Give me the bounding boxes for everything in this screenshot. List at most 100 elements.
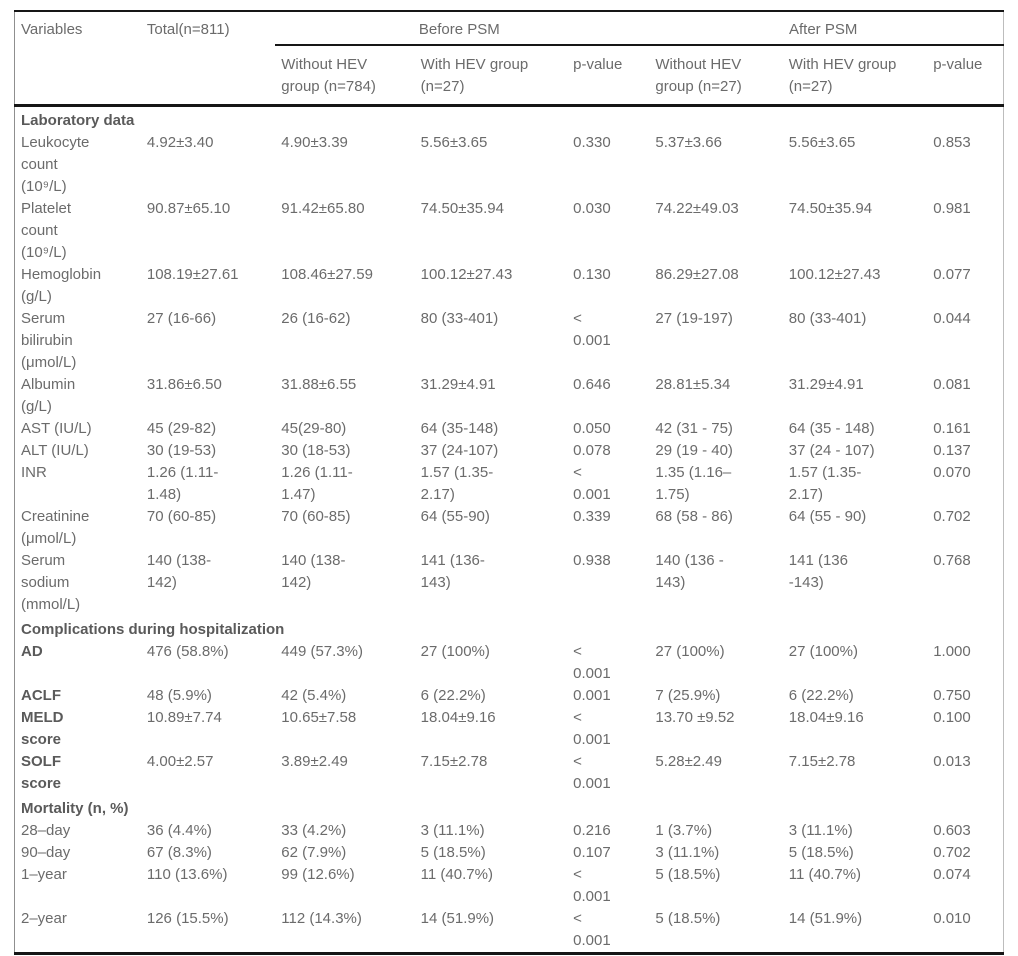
table-cell: 108.19±27.61 (146, 266, 239, 283)
table-cell: 5 (18.5%) (788, 844, 854, 861)
table-cell: 0.938 (573, 552, 611, 569)
table-cell: 4.90±3.39 (281, 134, 348, 151)
table-cell: 10.65±7.58 (281, 709, 357, 726)
table-row: MELD score 10.89±7.74 10.65±7.58 18.04±9.16… (15, 707, 1004, 751)
table-cell: 3 (11.1%) (655, 844, 720, 861)
table-cell: 0.216 (573, 822, 611, 839)
table-cell: 27 (19-197) (655, 310, 733, 327)
header-row-groups: Variables Total(n=811) Before PSM After … (14, 11, 1004, 107)
table-cell: 30 (18-53) (281, 442, 351, 459)
header-row-subgroups: Without HEV group (n=784) With HEV group … (15, 45, 1004, 107)
table-cell: < 0.001 (573, 709, 611, 748)
table-row: 90–day 67 (8.3%) 62 (7.9%) 5 (18.5%) 0.107 3 … (15, 842, 1004, 864)
table-cell: 64 (35 - 148) (788, 420, 875, 437)
psm-comparison-table: Variables Total(n=811) Before PSM After … (14, 10, 1004, 955)
table-cell: 140 (136 - 143) (655, 552, 724, 591)
table-cell: 68 (58 - 86) (655, 508, 733, 525)
section-header-row: Mortality (n, %) (15, 795, 1004, 820)
section-title: Laboratory data (21, 112, 135, 129)
row-label: Hemoglobin (g/L) (21, 266, 102, 305)
table-cell: 0.330 (573, 134, 611, 151)
table-cell: 37 (24 - 107) (788, 442, 875, 459)
col-subheader-4: Without HEV group (n=27) (649, 45, 783, 107)
row-label: Serum sodium (mmol/L) (21, 552, 81, 613)
table-cell: < 0.001 (573, 910, 611, 949)
table-cell: 0.750 (933, 687, 971, 704)
table-cell: 36 (4.4%) (146, 822, 212, 839)
table-cell: 0.981 (933, 200, 971, 217)
table-header: Variables Total(n=811) Before PSM After … (14, 11, 1004, 107)
table-cell: 0.702 (933, 844, 971, 861)
table-cell: 141 (136- 143) (420, 552, 485, 591)
table-cell: 91.42±65.80 (281, 200, 365, 217)
table-row: 2–year 126 (15.5%) 112 (14.3%) 14 (51.9%) < … (15, 908, 1004, 954)
section-header-row: Complications during hospitalization (15, 616, 1004, 641)
table-cell: 74.50±35.94 (788, 200, 873, 217)
table-cell: 99 (12.6%) (281, 866, 355, 883)
table-cell: 140 (138- 142) (146, 552, 212, 591)
table-cell: 64 (55 - 90) (788, 508, 867, 525)
table-cell: 27 (100%) (420, 643, 490, 660)
table-cell: 29 (19 - 40) (655, 442, 733, 459)
col-subheader-5: With HEV group (n=27) (782, 45, 928, 107)
row-label: Serum bilirubin (μmol/L) (21, 310, 77, 371)
table-cell: 37 (24-107) (420, 442, 499, 459)
row-label: Platelet count (10⁹/L) (21, 200, 72, 261)
row-label: ACLF (21, 687, 61, 704)
table-cell: 5 (18.5%) (655, 866, 721, 883)
table-cell: 45 (29-82) (146, 420, 217, 437)
table-cell: 0.161 (933, 420, 971, 437)
table-cell: 4.92±3.40 (146, 134, 214, 151)
table-cell: 126 (15.5%) (146, 910, 229, 927)
table-cell: 31.86±6.50 (146, 376, 222, 393)
row-label: 2–year (21, 910, 67, 927)
table-cell: 0.130 (573, 266, 611, 283)
table-cell: 112 (14.3%) (281, 910, 362, 927)
row-label: Albumin (g/L) (21, 376, 76, 415)
col-subheader-1: Without HEV group (n=784) (275, 45, 415, 107)
table-cell: 0.853 (933, 134, 971, 151)
table-cell: 0.081 (933, 376, 971, 393)
table-cell: 0.702 (933, 508, 971, 525)
table-cell: 74.22±49.03 (655, 200, 739, 217)
table-cell: 80 (33-401) (788, 310, 867, 327)
table-cell: 42 (31 - 75) (655, 420, 733, 437)
table-cell: 48 (5.9%) (146, 687, 212, 704)
table-cell: 1.000 (933, 643, 971, 660)
row-label: Creatinine (μmol/L) (21, 508, 90, 547)
table-cell: 0.078 (573, 442, 611, 459)
table-cell: 0.010 (933, 910, 971, 927)
table-cell: 0.646 (573, 376, 611, 393)
table-row: Albumin (g/L) 31.86±6.50 31.88±6.55 31.29±4… (15, 374, 1004, 418)
table-cell: 449 (57.3%) (281, 643, 363, 660)
row-label: 28–day (21, 822, 71, 839)
row-label: AST (IU/L) (21, 420, 92, 437)
table-cell: 3.89±2.49 (281, 753, 348, 770)
table-cell: < 0.001 (573, 310, 611, 349)
table-cell: 7 (25.9%) (655, 687, 721, 704)
table-cell: 67 (8.3%) (146, 844, 212, 861)
table-cell: 0.603 (933, 822, 971, 839)
table-cell: 0.107 (573, 844, 611, 861)
table-row: ACLF 48 (5.9%) 42 (5.4%) 6 (22.2%) 0.001 7 (2… (15, 685, 1004, 707)
table-cell: 1.57 (1.35- 2.17) (788, 464, 862, 503)
table-cell: 33 (4.2%) (281, 822, 347, 839)
table-cell: 100.12±27.43 (788, 266, 881, 283)
table-cell: 31.88±6.55 (281, 376, 357, 393)
table-cell: 14 (51.9%) (420, 910, 495, 927)
table-cell: 30 (19-53) (146, 442, 217, 459)
table-cell: 42 (5.4%) (281, 687, 347, 704)
table-row: SOLF score 4.00±2.57 3.89±2.49 7.15±2.78 < 0… (15, 751, 1004, 795)
table-cell: 31.29±4.91 (788, 376, 864, 393)
table-cell: 6 (22.2%) (420, 687, 486, 704)
table-cell: 27 (100%) (788, 643, 858, 660)
table-cell: 141 (136 -143) (788, 552, 848, 591)
col-header-total: Total(n=811) (140, 11, 276, 107)
col-subheader-2: With HEV group (n=27) (414, 45, 568, 107)
table-cell: 11 (40.7%) (420, 866, 493, 883)
section-title: Mortality (n, %) (21, 800, 129, 817)
table-cell: 64 (35-148) (420, 420, 499, 437)
table-row: AST (IU/L) 45 (29-82) 45(29-80) 64 (35-148)… (15, 418, 1004, 440)
table-cell: 64 (55-90) (420, 508, 490, 525)
table-row: AD 476 (58.8%) 449 (57.3%) 27 (100%) < 0.001… (15, 641, 1004, 685)
